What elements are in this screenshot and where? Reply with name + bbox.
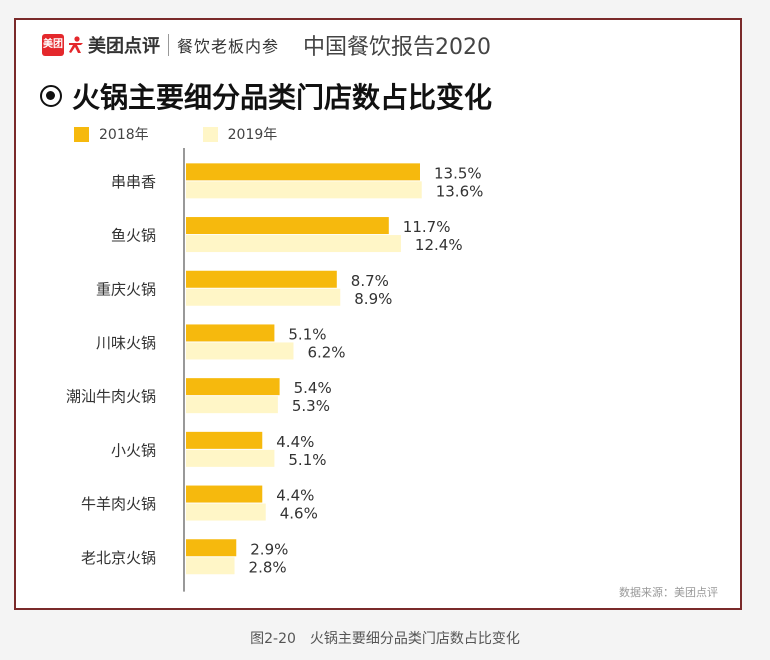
bar-chart: 串串香 13.5%13.6% 鱼火锅 11.7%12.4% 重庆火锅 8.7%8.9% 川味… [66,148,484,592]
report-header: 美团 美团点评 餐饮老板内参 中国餐饮报告2020 [42,30,491,60]
bar-2019 [186,557,235,575]
category-label: 潮汕牛肉火锅 [66,388,156,406]
data-label: 8.9% [354,290,392,308]
bar-2019 [186,235,401,253]
data-label: 4.4% [276,433,314,451]
data-label: 5.1% [288,451,326,469]
data-label: 4.6% [280,505,318,523]
dianping-logo-icon [68,36,84,54]
bar-2018 [186,378,280,396]
chart-legend: 2018年 2019年 [74,124,331,144]
data-label: 4.4% [276,487,314,505]
legend-swatch-2018 [74,126,89,142]
category-label: 串串香 [111,173,156,191]
data-label: 8.7% [351,272,389,290]
bar-2018 [186,270,337,288]
target-bullet-icon [40,85,62,107]
category-label: 重庆火锅 [96,280,156,298]
legend-item-2018: 2018年 [74,124,149,144]
bar-2018 [186,163,420,181]
data-label: 5.1% [288,325,326,343]
chart-title: 火锅主要细分品类门店数占比变化 [72,81,493,114]
data-source: 数据来源：美团点评 [619,586,718,599]
bar-2019 [186,181,422,199]
data-label: 2.8% [249,558,287,576]
brand-subtitle: 餐饮老板内参 [177,37,280,56]
category-label: 鱼火锅 [111,227,156,245]
bar-2019 [186,342,294,360]
category-label: 川味火锅 [96,334,156,352]
category-label: 小火锅 [111,441,156,459]
report-frame: 美团 美团点评 餐饮老板内参 中国餐饮报告2020 火锅主要细分品类门店数占比变… [14,18,742,610]
legend-label-2018: 2018年 [99,127,149,143]
data-label: 13.6% [436,182,484,200]
bar-2018 [186,539,237,557]
legend-label-2019: 2019年 [227,127,278,143]
data-label: 2.9% [250,540,288,558]
data-label: 5.4% [294,379,332,397]
brand-name: 美团点评 [88,36,160,57]
chart-title-row: 火锅主要细分品类门店数占比变化 [40,76,492,116]
bar-2019 [186,396,278,414]
legend-swatch-2019 [202,126,218,142]
bar-2018 [186,324,275,342]
data-label: 12.4% [415,236,463,254]
meituan-logo: 美团 [42,34,64,56]
report-title: 中国餐饮报告2020 [303,35,492,60]
bar-2019 [186,449,275,467]
figure-caption: 图2-20 火锅主要细分品类门店数占比变化 [250,631,520,647]
data-label: 11.7% [403,218,451,236]
category-label: 老北京火锅 [81,549,156,567]
data-label: 6.2% [307,343,345,361]
data-label: 13.5% [434,164,482,182]
category-label: 牛羊肉火锅 [81,495,156,513]
header-divider [168,34,169,56]
bar-2018 [186,217,389,235]
data-label: 5.3% [292,397,330,415]
legend-item-2019: 2019年 [202,124,278,144]
bar-2018 [186,485,263,503]
bar-2018 [186,431,263,449]
bar-2019 [186,503,266,521]
bar-2019 [186,288,341,306]
